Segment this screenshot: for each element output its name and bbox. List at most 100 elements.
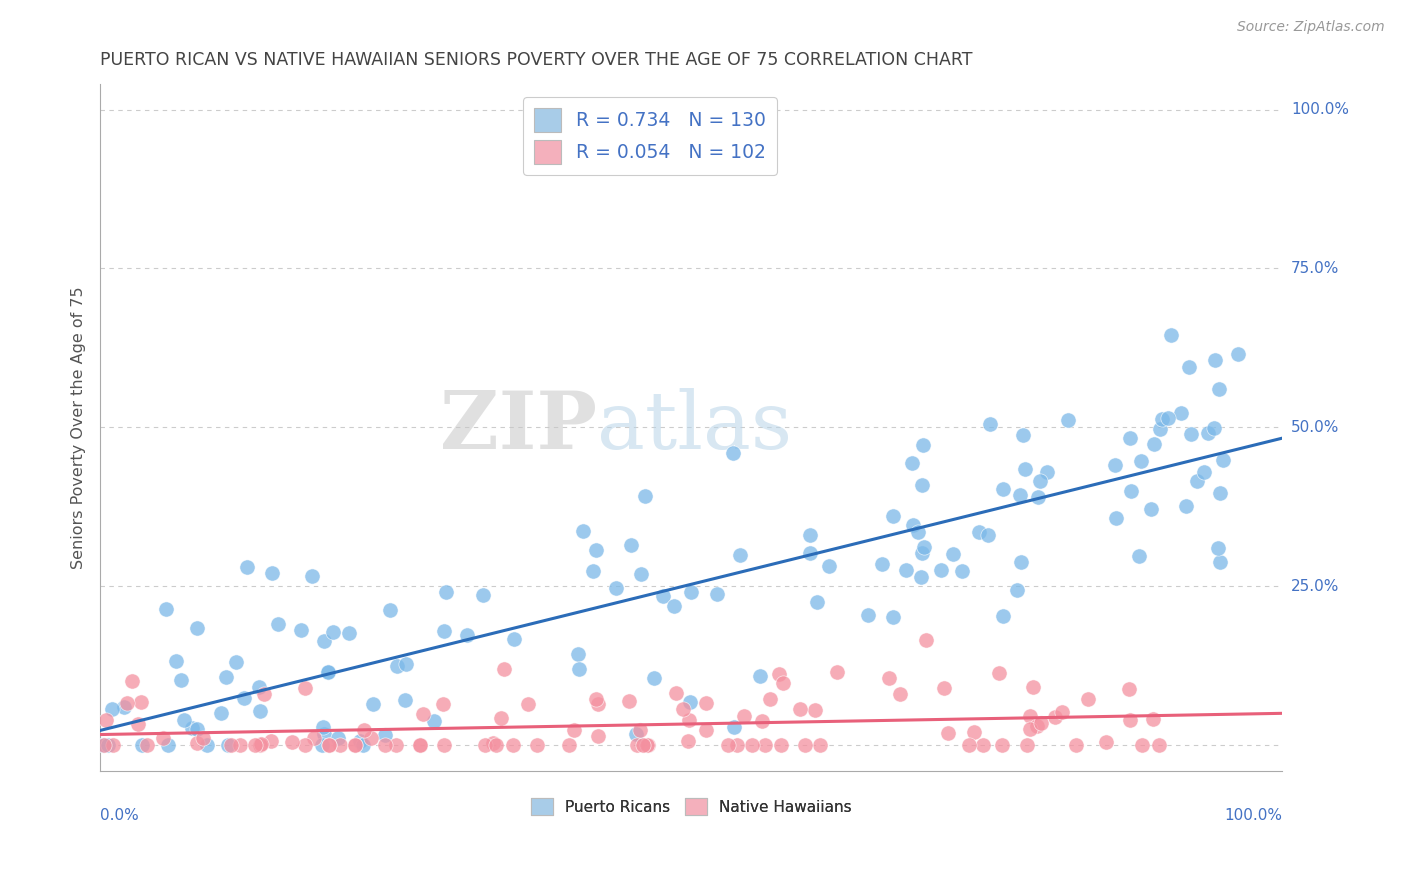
Point [312, 727, 335, 741]
Point [1043, 710, 1066, 724]
Point [1118, 682, 1140, 697]
Point [991, 482, 1014, 496]
Point [290, 623, 312, 637]
Point [360, 731, 382, 745]
Point [135, 739, 157, 753]
Point [972, 739, 994, 753]
Point [567, 647, 589, 661]
Point [1208, 382, 1230, 396]
Point [302, 731, 325, 745]
Point [630, 566, 652, 581]
Point [936, 726, 959, 740]
Point [173, 713, 195, 727]
Point [492, 662, 515, 676]
Point [664, 599, 686, 613]
Point [186, 722, 208, 736]
Point [626, 727, 648, 741]
Point [634, 489, 657, 503]
Point [112, 700, 135, 714]
Point [882, 508, 904, 523]
Point [225, 655, 247, 669]
Point [249, 737, 271, 751]
Point [758, 692, 780, 706]
Point [1026, 490, 1049, 504]
Point [316, 665, 339, 679]
Point [582, 564, 605, 578]
Point [186, 621, 208, 635]
Point [344, 739, 367, 753]
Point [311, 739, 333, 753]
Point [408, 739, 430, 753]
Point [772, 676, 794, 690]
Point [472, 588, 495, 602]
Point [1192, 465, 1215, 479]
Point [872, 557, 894, 571]
Point [1105, 510, 1128, 524]
Text: 25.0%: 25.0% [1291, 579, 1339, 594]
Point [436, 585, 458, 599]
Point [101, 702, 124, 716]
Point [932, 681, 955, 696]
Point [617, 694, 640, 708]
Point [266, 617, 288, 632]
Point [526, 739, 548, 753]
Point [1057, 413, 1080, 427]
Point [1197, 425, 1219, 440]
Point [337, 625, 360, 640]
Point [879, 671, 901, 685]
Point [349, 733, 371, 747]
Point [626, 739, 648, 753]
Point [901, 518, 924, 533]
Point [818, 559, 841, 574]
Point [322, 624, 344, 639]
Point [557, 739, 579, 753]
Point [1129, 454, 1152, 468]
Point [741, 739, 763, 753]
Point [328, 731, 350, 745]
Point [636, 739, 658, 753]
Text: atlas: atlas [596, 388, 792, 467]
Point [1036, 466, 1059, 480]
Point [101, 739, 124, 753]
Point [562, 723, 585, 737]
Point [93, 738, 115, 752]
Point [281, 734, 304, 748]
Point [127, 717, 149, 731]
Point [1130, 739, 1153, 753]
Point [131, 739, 153, 753]
Point [808, 739, 831, 753]
Point [352, 739, 374, 753]
Point [681, 584, 703, 599]
Point [665, 686, 688, 700]
Point [329, 739, 352, 753]
Point [232, 690, 254, 705]
Point [1204, 420, 1226, 434]
Point [725, 739, 748, 753]
Point [679, 695, 702, 709]
Point [318, 739, 340, 753]
Point [412, 706, 434, 721]
Point [156, 739, 179, 753]
Point [911, 546, 934, 560]
Point [152, 731, 174, 745]
Point [312, 633, 335, 648]
Point [894, 563, 917, 577]
Point [825, 665, 848, 679]
Point [721, 446, 744, 460]
Point [1029, 715, 1052, 730]
Point [1094, 735, 1116, 749]
Point [1180, 427, 1202, 442]
Point [502, 739, 524, 753]
Point [931, 563, 953, 577]
Point [191, 731, 214, 746]
Y-axis label: Seniors Poverty Over the Age of 75: Seniors Poverty Over the Age of 75 [72, 286, 86, 569]
Point [1064, 739, 1087, 753]
Point [723, 720, 745, 734]
Point [155, 601, 177, 615]
Point [889, 687, 911, 701]
Point [585, 542, 607, 557]
Point [1178, 359, 1201, 374]
Point [789, 702, 811, 716]
Point [294, 681, 316, 695]
Point [882, 610, 904, 624]
